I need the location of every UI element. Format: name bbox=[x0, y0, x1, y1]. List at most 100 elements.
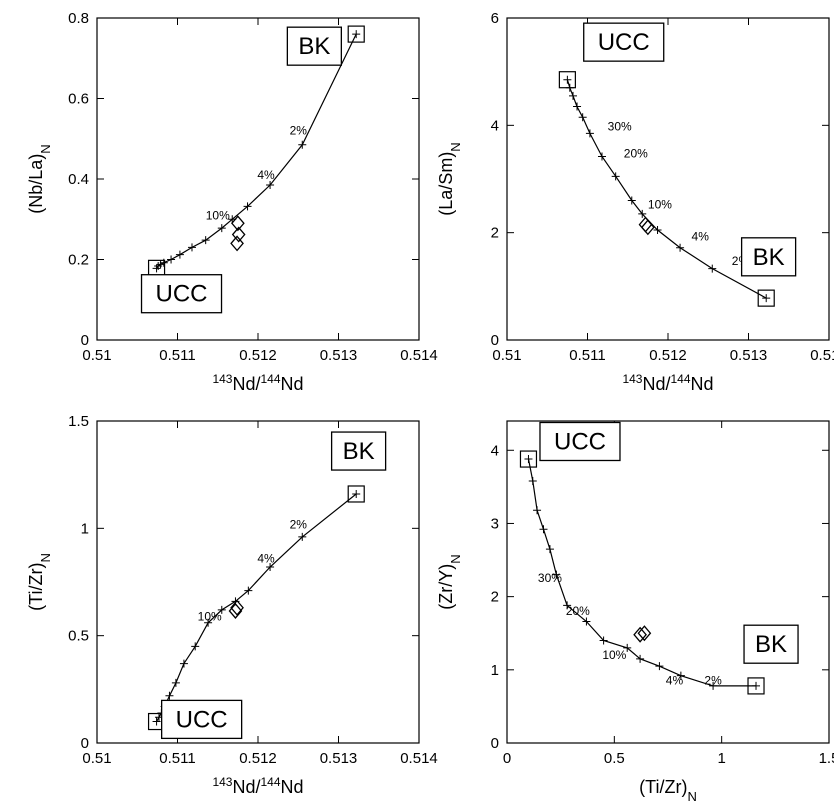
y-axis-label: (Nb/La)N bbox=[26, 144, 53, 213]
percent-label: 4% bbox=[666, 673, 684, 687]
y-tick-label: 0.4 bbox=[68, 171, 89, 188]
curve-point bbox=[627, 196, 636, 205]
x-tick-label: 0.512 bbox=[239, 750, 277, 767]
curve-point bbox=[298, 140, 307, 149]
percent-label: 30% bbox=[538, 571, 562, 585]
curve-point bbox=[167, 255, 176, 264]
curve-point bbox=[352, 489, 361, 498]
curve-point bbox=[524, 455, 533, 464]
y-tick-label: 0.2 bbox=[68, 252, 89, 269]
curve-point bbox=[636, 654, 645, 663]
curve-point bbox=[152, 717, 161, 726]
curve-point bbox=[623, 643, 632, 652]
x-tick-label: 0.51 bbox=[82, 347, 111, 364]
x-tick-label: 0.513 bbox=[320, 347, 358, 364]
endmember-box-label: UCC bbox=[156, 281, 208, 308]
x-tick-label: 0.511 bbox=[569, 347, 605, 364]
endmember-box-label: UCC bbox=[598, 29, 650, 56]
x-tick-label: 0.51 bbox=[492, 347, 521, 364]
curve-point bbox=[569, 91, 578, 100]
curve-point bbox=[204, 618, 213, 627]
y-axis-label: (Zr/Y)N bbox=[436, 554, 463, 609]
x-tick-label: 0.51 bbox=[82, 750, 111, 767]
curve-point bbox=[676, 671, 685, 680]
curve-point bbox=[165, 691, 174, 700]
percent-label: 10% bbox=[602, 648, 626, 662]
curve-point bbox=[585, 129, 594, 138]
sample-diamond bbox=[230, 235, 244, 252]
curve-point bbox=[179, 659, 188, 668]
endmember-box-bk bbox=[743, 624, 799, 664]
curve-point bbox=[552, 570, 561, 579]
mixing-curve bbox=[156, 493, 357, 722]
curve-point bbox=[201, 236, 210, 245]
y-tick-label: 1 bbox=[491, 662, 499, 679]
percent-label: 20% bbox=[624, 147, 648, 161]
plot-frame bbox=[506, 420, 830, 744]
percent-label: 2% bbox=[290, 517, 308, 531]
sample-diamond bbox=[638, 216, 653, 233]
curve-point bbox=[217, 224, 226, 233]
curve-point bbox=[187, 243, 196, 252]
y-tick-label: 0 bbox=[491, 332, 499, 349]
endmember-box-bk bbox=[740, 237, 797, 277]
endmember-marker-bk bbox=[747, 677, 765, 695]
percent-label: 10% bbox=[206, 208, 230, 222]
y-tick-label: 0.8 bbox=[68, 10, 89, 27]
endmember-box-ucc bbox=[539, 421, 621, 462]
curve-point bbox=[638, 209, 647, 218]
curve-point bbox=[217, 605, 226, 614]
y-tick-label: 1.5 bbox=[68, 413, 89, 430]
y-tick-label: 3 bbox=[491, 515, 499, 532]
curve-point bbox=[539, 525, 548, 534]
mixing-curve bbox=[156, 33, 357, 269]
y-tick-label: 1 bbox=[81, 520, 89, 537]
y-tick-label: 4 bbox=[491, 442, 499, 459]
curve-point bbox=[573, 102, 582, 111]
x-tick-label: 0.511 bbox=[159, 750, 195, 767]
endmember-box-label: UCC bbox=[554, 428, 606, 455]
x-tick-label: 0 bbox=[503, 750, 511, 767]
percent-label: 4% bbox=[692, 230, 710, 244]
percent-label: 10% bbox=[198, 610, 222, 624]
mixing-curve bbox=[527, 458, 756, 687]
curve-point bbox=[653, 225, 662, 234]
y-tick-label: 0 bbox=[491, 735, 499, 752]
sample-diamond bbox=[231, 215, 245, 232]
curve-point bbox=[243, 202, 252, 211]
sample-diamond bbox=[637, 625, 652, 642]
curve-point bbox=[752, 681, 761, 690]
y-tick-label: 4 bbox=[491, 117, 499, 134]
y-tick-label: 0.6 bbox=[68, 91, 89, 108]
y-tick-label: 0 bbox=[81, 332, 89, 349]
percent-label: 10% bbox=[648, 198, 672, 212]
x-tick-label: 0.514 bbox=[400, 750, 438, 767]
y-axis-label: (La/Sm)N bbox=[436, 142, 463, 215]
axis-label: 143Nd/144Nd bbox=[212, 372, 303, 394]
x-tick-label: 0.514 bbox=[810, 347, 834, 364]
curve-point bbox=[708, 264, 717, 273]
percent-label: 20% bbox=[566, 604, 590, 618]
sample-diamond bbox=[641, 219, 655, 236]
curve-point bbox=[545, 545, 554, 554]
axis-label: (Ti/Zr)N bbox=[639, 777, 697, 804]
mixing-curve bbox=[566, 79, 767, 299]
x-tick-label: 1 bbox=[717, 750, 725, 767]
sample-diamond bbox=[230, 599, 244, 616]
curve-point bbox=[563, 75, 572, 84]
endmember-box-ucc bbox=[160, 699, 243, 740]
curve-point bbox=[762, 294, 771, 303]
chart-panel-3: 0.51 0.511 0.512 0.513 0.51400.511.5143Nd/14… bbox=[26, 413, 438, 797]
x-tick-label: 0.5 bbox=[604, 750, 625, 767]
curve-point bbox=[298, 532, 307, 541]
x-tick-label: 0.511 bbox=[159, 347, 195, 364]
chart-panel-2: 0.51 0.511 0.512 0.513 0.514 0 2 4 6 143Nd/144Nd (… bbox=[436, 10, 834, 394]
percent-label: 30% bbox=[608, 120, 632, 134]
y-tick-label: 2 bbox=[491, 589, 499, 606]
percent-label: 4% bbox=[257, 168, 275, 182]
curve-point bbox=[175, 250, 184, 259]
curve-point bbox=[597, 152, 606, 161]
endmember-marker-ucc bbox=[519, 450, 538, 468]
x-tick-label: 1.5 bbox=[819, 750, 834, 767]
curve-point bbox=[266, 562, 275, 571]
